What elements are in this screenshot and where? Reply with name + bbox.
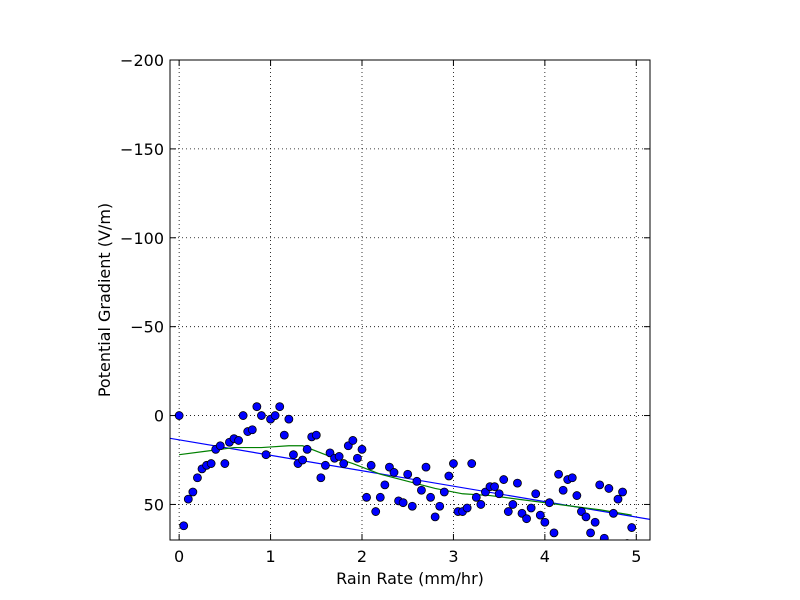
data-point: [279, 430, 289, 440]
x-tick-label: 3: [448, 547, 458, 566]
y-tick-label: 0: [154, 407, 164, 426]
grid: [170, 59, 650, 540]
data-point: [540, 517, 550, 527]
data-point: [316, 473, 326, 483]
data-point: [467, 459, 477, 468]
x-tick-label: 0: [174, 547, 184, 566]
plot-frame: [169, 59, 651, 541]
data-point: [430, 512, 440, 522]
data-point: [174, 411, 184, 420]
data-point: [348, 436, 358, 445]
data-point: [549, 528, 559, 538]
data-point: [471, 492, 481, 502]
data-point: [627, 523, 637, 532]
data-point: [302, 444, 312, 454]
data-point: [183, 494, 193, 504]
data-point: [554, 469, 563, 479]
data-point: [270, 411, 280, 420]
x-tick-label: 5: [631, 547, 641, 566]
data-point: [375, 492, 385, 502]
y-tick-label: 50: [144, 495, 164, 514]
data-point: [188, 487, 198, 497]
data-point: [252, 402, 262, 412]
data-point: [407, 501, 417, 511]
data-point: [508, 500, 518, 509]
data-point: [439, 487, 449, 497]
data-point: [321, 460, 330, 470]
data-point: [257, 411, 266, 420]
data-point: [526, 503, 536, 513]
data-point: [371, 507, 381, 516]
data-point: [503, 507, 513, 516]
data-point: [357, 444, 367, 454]
y-axis-label: Potential Gradient (V/m): [95, 203, 114, 397]
data-point: [604, 484, 614, 493]
data-point: [581, 512, 591, 522]
data-point: [261, 450, 271, 460]
data-point: [380, 480, 390, 490]
data-point: [595, 480, 605, 490]
data-point: [389, 468, 399, 477]
y-tick-label: −100: [120, 229, 164, 248]
data-point: [417, 485, 426, 495]
data-point: [334, 452, 344, 461]
data-point: [599, 533, 609, 540]
data-point: [618, 487, 627, 497]
data-point: [567, 473, 577, 483]
data-point: [220, 459, 230, 468]
data-point: [193, 473, 202, 483]
data-point: [215, 441, 225, 451]
data-point: [494, 489, 504, 499]
data-point: [545, 498, 554, 508]
data-point: [476, 500, 486, 509]
data-point: [522, 514, 531, 524]
data-point: [535, 510, 545, 520]
data-point: [513, 478, 522, 488]
data-point: [234, 436, 243, 445]
data-point: [206, 459, 216, 468]
data-point: [247, 425, 257, 435]
data-point: [353, 453, 362, 463]
data-point: [490, 482, 499, 492]
data-point: [412, 476, 422, 486]
data-point: [435, 501, 445, 511]
data-point: [421, 462, 431, 472]
data-point: [403, 469, 413, 479]
x-tick-label: 4: [540, 547, 550, 566]
data-point: [238, 411, 248, 420]
data-point: [531, 489, 541, 499]
data-point: [499, 475, 509, 484]
y-tick-label: −200: [120, 51, 164, 70]
data-point: [462, 503, 472, 513]
data-point: [311, 430, 321, 440]
data-point: [398, 498, 408, 508]
data-point: [362, 492, 371, 502]
data-point: [366, 460, 376, 470]
data-point: [298, 455, 307, 465]
y-tick-label: −150: [120, 140, 164, 159]
data-point: [426, 492, 435, 502]
data-point: [444, 471, 454, 481]
x-tick-label: 1: [265, 547, 275, 566]
y-tick-label: −50: [130, 318, 164, 337]
data-point: [339, 459, 349, 468]
data-point: [179, 521, 189, 531]
data-point: [284, 414, 294, 424]
data-point: [289, 450, 298, 460]
axis-ticks: 0 1 2 3 4 5 −200 −150 −100 −50 0 50: [120, 51, 650, 566]
x-axis-label: Rain Rate (mm/hr): [336, 569, 484, 588]
x-tick-label: 2: [357, 547, 367, 566]
data-point: [613, 494, 623, 504]
data-point: [572, 491, 582, 500]
data-point: [558, 485, 568, 495]
data-point: [590, 517, 600, 527]
data-point: [609, 508, 618, 518]
data-point: [449, 459, 458, 468]
data-point: [586, 528, 595, 538]
data-point: [275, 402, 285, 412]
scatter-points: [174, 402, 637, 540]
